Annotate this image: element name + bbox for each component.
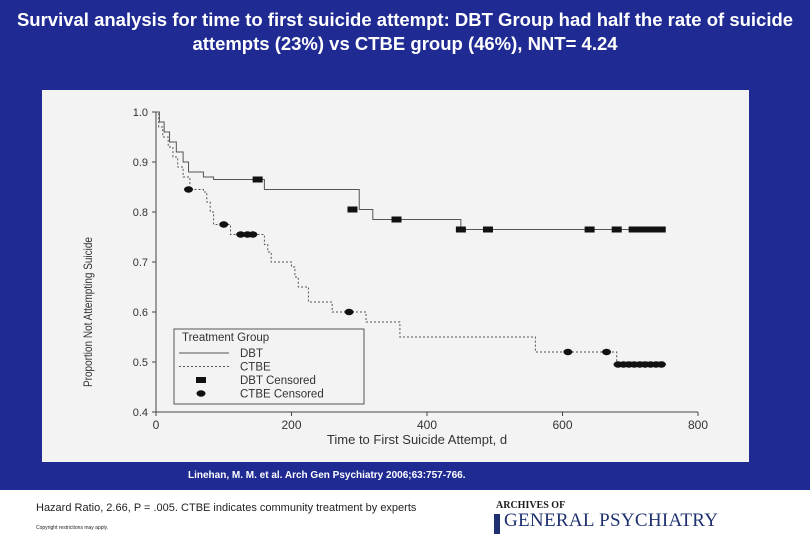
x-tick-label: 0 [153,418,160,432]
footnote: Hazard Ratio, 2.66, P = .005. CTBE indic… [36,502,417,514]
dbt-censored-marker [391,216,402,223]
y-tick-label: 0.9 [133,157,148,169]
logo-line2: GENERAL PSYCHIATRY [504,510,719,531]
footer-box: Hazard Ratio, 2.66, P = .005. CTBE indic… [0,490,810,540]
ctbe-censored-marker [656,361,666,368]
y-tick-label: 0.8 [133,207,148,219]
dbt-censored-marker [455,226,466,233]
dbt-censored-marker [642,226,653,233]
y-tick-label: 0.5 [133,357,148,369]
dbt-censored-marker [655,226,666,233]
y-tick-label: 0.4 [133,407,148,419]
y-axis-label: Proportion Not Attempting Suicide [81,237,95,387]
ctbe-censored-marker [236,231,246,238]
dbt-censored-marker [611,226,622,233]
x-tick-label: 800 [688,418,708,432]
x-tick-label: 200 [281,418,301,432]
ctbe-censored-marker [248,231,258,238]
dbt-censored-marker [648,226,659,233]
ctbe-censored-marker [563,348,573,356]
legend-entry: CTBE [240,362,271,374]
logo-line1: ARCHIVES OF [496,500,566,511]
ctbe-censored-marker [184,186,194,193]
legend-entry: CTBE Censored [240,389,324,401]
dbt-censored-marker [584,226,595,233]
series-line-ctbe [156,111,665,363]
survival-chart: 0.4 0.5 0.6 0.7 0.8 0.9 1.0 0 200 400 600 800 Time t… [81,107,708,447]
y-tick-label: 1.0 [133,107,148,119]
logo-bar [494,514,500,534]
legend-entry: DBT [240,348,263,360]
x-tick-label: 600 [552,418,572,432]
legend-entry: DBT Censored [240,375,316,387]
dbt-censored-marker [635,226,646,233]
ctbe-censored-marker [344,308,354,316]
journal-logo: ARCHIVES OF GENERAL PSYCHIATRY [494,498,784,534]
x-axis-label: Time to First Suicide Attempt, d [327,432,507,447]
dbt-censored-marker [628,226,639,233]
legend-title: Treatment Group [182,332,269,344]
dbt-censored-marker [252,176,263,183]
copyright-notice: Copyright restrictions may apply. [36,525,109,531]
y-tick-label: 0.6 [133,307,148,319]
series-line-dbt [156,111,665,230]
slide-title: Survival analysis for time to first suic… [16,9,794,54]
legend-swatch-ctbe-censored [196,390,206,397]
legend-box [173,328,365,405]
ctbe-censored-marker [602,348,612,356]
citation: Linehan, M. M. et al. Arch Gen Psychiatr… [188,470,466,481]
x-tick-label: 400 [417,418,437,432]
dbt-censored-marker [482,226,493,233]
plot-panel: 0.4 0.5 0.6 0.7 0.8 0.9 1.0 0 200 400 600 800 Time t… [42,90,749,462]
dbt-censored-marker [347,206,358,213]
legend-swatch-dbt-censored [196,377,206,383]
y-tick-label: 0.7 [133,257,148,269]
ctbe-censored-marker [219,221,229,228]
